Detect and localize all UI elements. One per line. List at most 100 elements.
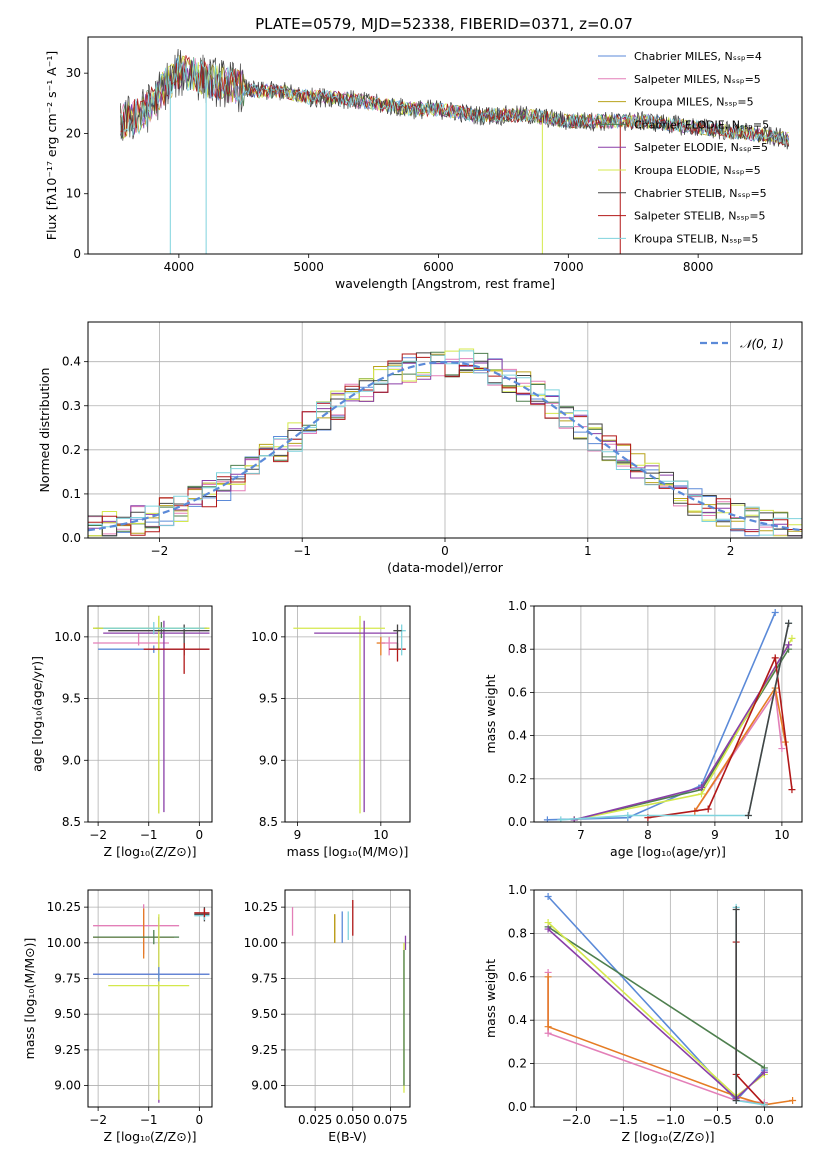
x-tick-label: −1 — [140, 1113, 158, 1127]
x-axis-label: E(B-V) — [328, 1129, 367, 1144]
y-tick-label: 10.00 — [47, 936, 81, 950]
y-axis-label: mass weight — [483, 674, 498, 753]
series-point — [557, 816, 565, 822]
x-tick-label: 0 — [196, 828, 204, 842]
x-axis-label: Z [log₁₀(Z/Z⊙)] — [104, 1129, 197, 1144]
y-tick-label: 0.8 — [508, 926, 527, 940]
panel-mass_vs_ebv: 0.025 0.050 0.075 9.00 9.25 9.50 9.75 10.00 10.2… — [244, 889, 411, 1144]
series-point — [788, 634, 796, 642]
x-tick-label: 10 — [774, 828, 789, 842]
grid-age_vs_mass — [285, 606, 410, 823]
axes-frame — [533, 889, 803, 1108]
spectrum-series-chabrier-stelib — [120, 48, 790, 150]
legend-entry: Chabrier ELODIE, Nₛₛₚ=5 — [634, 118, 769, 131]
series-point — [789, 1096, 797, 1104]
grid-weight_vs_age — [534, 605, 802, 823]
x-tick-label: 0.0 — [755, 1113, 774, 1127]
series-point — [544, 919, 552, 927]
series-point — [543, 816, 551, 822]
legend: Chabrier MILES, Nₛₛₚ=4 Salpeter MILES, Nₛ… — [598, 50, 769, 245]
grid-mass_vs_ebv — [285, 890, 410, 1107]
x-tick-label: 9 — [711, 828, 719, 842]
x-tick-label: −2 — [89, 828, 107, 842]
legend-entry: 𝒩(0, 1) — [740, 337, 784, 351]
plot-area-mass_vs_Z — [93, 904, 210, 1103]
figure-title: PLATE=0579, MJD=52338, FIBERID=0371, z=0… — [255, 15, 633, 33]
x-tick-label: 7 — [577, 828, 585, 842]
legend-entry: Kroupa STELIB, Nₛₛₚ=5 — [634, 232, 758, 245]
y-tick-label: 10.0 — [251, 630, 278, 644]
axes-frame — [284, 889, 411, 1108]
series-point — [544, 973, 552, 981]
x-tick-label: 5000 — [293, 260, 324, 274]
x-tick-label: −1 — [293, 544, 311, 558]
spectrum-series-salpeter-elodie — [120, 59, 790, 146]
y-tick-label: 10.25 — [244, 900, 278, 914]
x-tick-label: 7000 — [553, 260, 584, 274]
x-axis-label: (data-model)/error — [387, 560, 504, 575]
y-tick-label: 9.0 — [259, 753, 278, 767]
series-point — [760, 1068, 768, 1076]
x-tick-label: 0.025 — [298, 1113, 332, 1127]
y-tick-label: 9.50 — [251, 1007, 278, 1021]
y-tick-label: 0.0 — [508, 1100, 527, 1114]
y-tick-label: 20 — [66, 126, 81, 140]
x-tick-label: −0.5 — [703, 1113, 732, 1127]
y-tick-label: 9.75 — [251, 972, 278, 986]
y-tick-label: 0.3 — [62, 399, 81, 413]
spectrum-series-salpeter-stelib — [120, 55, 790, 146]
series-point — [778, 745, 786, 753]
series-line — [574, 648, 790, 821]
x-tick-label: 10 — [373, 828, 388, 842]
y-tick-label: 0.2 — [508, 772, 527, 786]
x-axis-label: mass [log₁₀(M/M⊙)] — [287, 844, 409, 859]
y-tick-label: 9.25 — [54, 1043, 81, 1057]
y-tick-label: 0.4 — [508, 729, 527, 743]
series-point — [771, 608, 779, 616]
y-tick-label: 10.25 — [47, 900, 81, 914]
y-axis-label: Normed distribution — [37, 368, 52, 493]
series-line — [547, 972, 765, 1104]
plot-area-mass_vs_ebv — [291, 899, 407, 1093]
panel-residuals: −2 −1 0 1 2 0.0 0.1 0.2 0.3 0.4 (data-model)/error… — [37, 321, 803, 575]
y-axis-label: mass weight — [483, 959, 498, 1038]
x-tick-label: −1.5 — [609, 1113, 638, 1127]
series-point — [732, 1096, 740, 1104]
y-tick-label: 9.5 — [62, 692, 81, 706]
x-tick-label: 0.050 — [336, 1113, 370, 1127]
series-point — [732, 906, 740, 914]
y-axis-label: Flux [fλ10⁻¹⁷ erg cm⁻² s⁻¹ A⁻¹] — [44, 51, 59, 240]
plot-area-weight_vs_Z — [544, 893, 797, 1107]
series-point — [544, 925, 552, 933]
panel-mass_vs_Z: −2 −1 0 9.00 9.25 9.50 9.75 10.00 10.25 Z [log₁₀(… — [22, 889, 213, 1144]
y-tick-label: 0.2 — [508, 1057, 527, 1071]
y-tick-label: 8.5 — [62, 815, 81, 829]
panel-weight_vs_Z: −2.0 −1.5 −1.0 −0.5 0.0 0.0 0.2 0.4 0.6 0.8 1.0 Z [… — [483, 883, 803, 1144]
y-axis-label: mass [log₁₀(M/M⊙)] — [22, 938, 37, 1060]
y-tick-label: 9.00 — [251, 1079, 278, 1093]
y-axis-label: age [log₁₀(age/yr)] — [29, 656, 44, 772]
axes-frame — [87, 36, 803, 255]
legend-entry: Salpeter STELIB, Nₛₛₚ=5 — [634, 210, 766, 223]
axes-frame — [87, 889, 213, 1108]
series-line — [647, 654, 793, 819]
x-tick-label: −2 — [151, 544, 169, 558]
axes-frame — [284, 605, 411, 823]
series-line — [747, 623, 790, 816]
y-tick-label: 9.25 — [251, 1043, 278, 1057]
series-line — [694, 690, 783, 812]
y-tick-label: 30 — [66, 66, 81, 80]
x-tick-label: −2.0 — [562, 1113, 591, 1127]
plot-area-age_vs_mass — [293, 615, 406, 814]
plot-area-residuals — [88, 348, 802, 538]
series-line — [547, 926, 765, 1069]
y-tick-label: 0.4 — [508, 1013, 527, 1027]
x-tick-label: −2 — [89, 1113, 107, 1127]
panel-age_vs_Z: −2 −1 0 8.5 9.0 9.5 10.0 Z [log₁₀(Z/Z⊙)] age [lo… — [29, 605, 213, 859]
x-tick-label: 8 — [644, 828, 652, 842]
series-point — [760, 1101, 768, 1107]
y-tick-label: 9.0 — [62, 753, 81, 767]
x-tick-label: −1 — [140, 828, 158, 842]
plot-area-age_vs_Z — [93, 615, 210, 814]
series-point — [624, 812, 632, 820]
